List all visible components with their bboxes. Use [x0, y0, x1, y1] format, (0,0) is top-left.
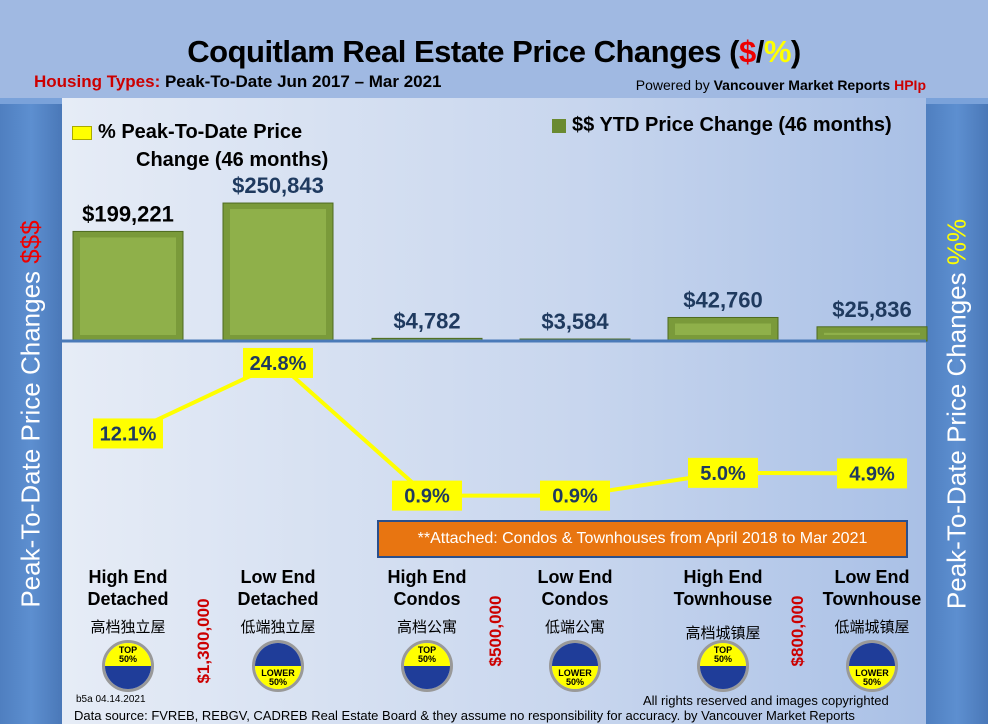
bar-bevel-4 — [675, 323, 771, 335]
line-label-1: 24.8% — [250, 353, 307, 375]
category-label-2: High End Condos — [387, 567, 467, 609]
bar-label-2: $4,782 — [393, 308, 460, 333]
legend-swatch-line — [72, 125, 92, 140]
category-chinese-4: 高档城镇屋 — [685, 625, 761, 642]
legend-swatch-bar — [552, 118, 566, 133]
bar-label-0: $199,221 — [82, 201, 174, 226]
bar-label-5: $25,836 — [832, 297, 912, 322]
line-point-5 — [837, 458, 907, 489]
data-source: Data source: FVREB, REBGV, CADREB Real E… — [74, 708, 855, 723]
bar-label-4: $42,760 — [683, 287, 763, 312]
top-50-badge: TOP 50% — [697, 640, 749, 692]
category-chinese-0: 高档独立屋 — [90, 619, 166, 636]
line-point-3 — [540, 480, 610, 511]
legend-line: % Peak-To-Date Price Change (46 months) — [72, 118, 328, 174]
subtitle: Housing Types: Peak-To-Date Jun 2017 – M… — [34, 72, 442, 91]
line-point-0 — [93, 418, 163, 449]
copyright: All rights reserved and images copyright… — [643, 693, 889, 708]
version-stamp: b5a 04.14.2021 — [76, 694, 146, 705]
bar-bevel-0 — [80, 237, 176, 335]
line-point-1 — [243, 347, 313, 378]
attached-note: **Attached: Condos & Townhouses from Apr… — [377, 520, 908, 558]
line-point-4 — [688, 457, 758, 488]
line-label-2: 0.9% — [404, 486, 450, 508]
category-label-0: High End Detached — [87, 567, 169, 609]
bar-bevel-5 — [824, 332, 920, 335]
category-chinese-3: 低端公寓 — [544, 619, 606, 636]
threshold-condos: $500,000 — [486, 595, 505, 667]
threshold-detached: $1,300,000 — [194, 598, 213, 684]
line-label-5: 4.9% — [849, 463, 895, 485]
category-chinese-1: 低端独立屋 — [240, 619, 316, 636]
lower-50-badge: LOWER 50% — [549, 640, 601, 692]
line-label-3: 0.9% — [552, 486, 598, 508]
chart-panel — [62, 98, 926, 724]
right-axis-banner: Peak-To-Date Price Changes %% — [926, 98, 988, 724]
lower-50-badge: LOWER 50% — [252, 640, 304, 692]
category-label-5: Low End Townhouse — [822, 567, 922, 609]
chart-title: Coquitlam Real Estate Price Changes ($/%… — [187, 34, 801, 69]
category-label-1: Low End Detached — [237, 567, 319, 609]
category-chinese-2: 高档公寓 — [396, 619, 458, 636]
category-label-3: Low End Condos — [537, 567, 613, 609]
line-series — [127, 360, 873, 498]
legend-bar: $$ YTD Price Change (46 months) — [552, 114, 892, 137]
bar-label-3: $3,584 — [541, 309, 609, 334]
category-chinese-5: 低端城镇屋 — [834, 619, 910, 636]
left-axis-banner: Peak-To-Date Price Changes $$$ — [0, 98, 62, 724]
top-50-badge: TOP 50% — [401, 640, 453, 692]
threshold-townhouse: $800,000 — [788, 595, 807, 667]
bar-bevel-1 — [230, 209, 326, 335]
line-point-2 — [392, 480, 462, 511]
powered-by: Powered by Vancouver Market Reports HPIp — [635, 77, 926, 93]
lower-50-badge: LOWER 50% — [846, 640, 898, 692]
line-label-4: 5.0% — [700, 463, 746, 485]
bar-label-1: $250,843 — [232, 173, 324, 198]
top-50-badge: TOP 50% — [102, 640, 154, 692]
category-label-4: High End Townhouse — [673, 567, 773, 609]
line-label-0: 12.1% — [100, 423, 157, 445]
